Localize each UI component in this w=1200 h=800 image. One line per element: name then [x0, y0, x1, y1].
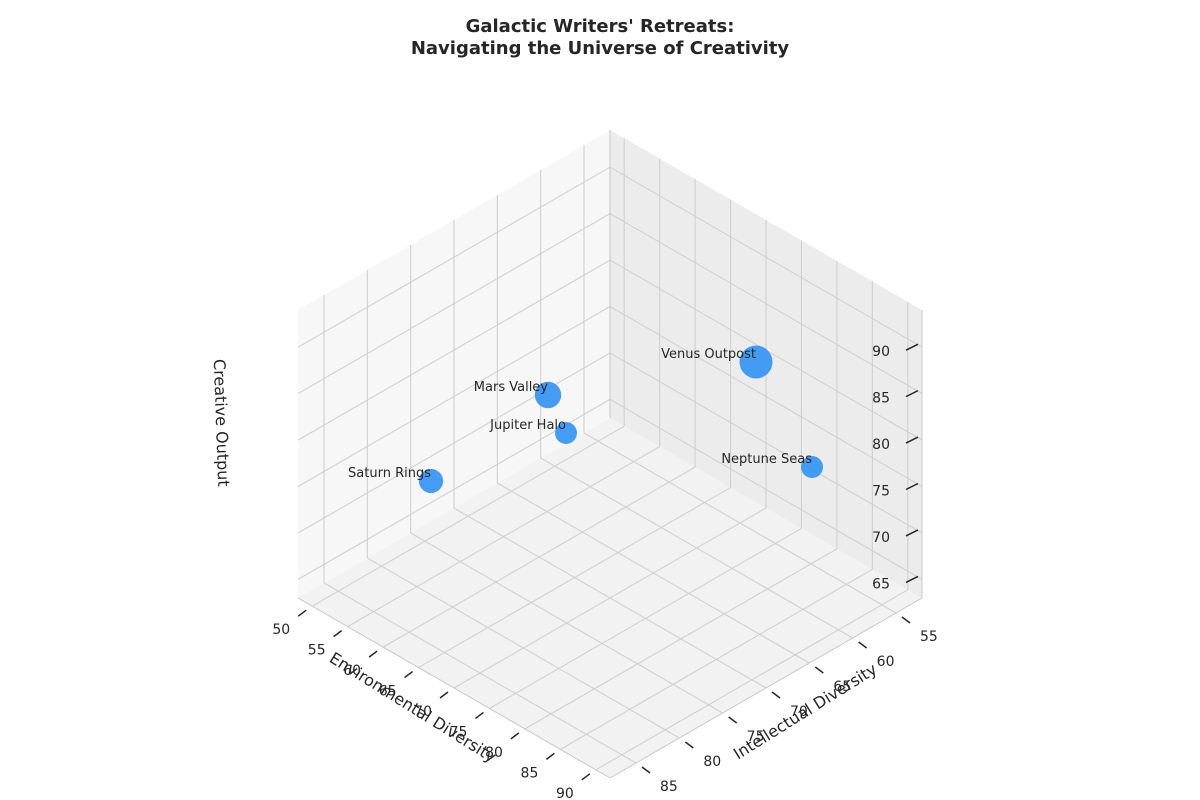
chart-title-line-2: Navigating the Universe of Creativity: [410, 38, 790, 59]
data-point-label: Jupiter Halo: [489, 418, 566, 433]
x-tick-mark: [684, 741, 694, 749]
z-tick-mark: [905, 389, 919, 398]
data-point-label: Saturn Rings: [348, 466, 431, 481]
y-tick-mark: [404, 670, 413, 679]
z-tick-label: 90: [872, 344, 890, 360]
y-tick-mark: [297, 609, 307, 617]
grid-line-y: [489, 527, 802, 709]
x-tick-label: 60: [877, 654, 895, 670]
y-tick-mark: [510, 732, 520, 740]
y-tick-label: 70: [414, 704, 432, 720]
y-tick-mark: [545, 752, 555, 760]
x-tick-mark: [814, 666, 824, 674]
z-tick-mark: [905, 482, 919, 491]
x-tick-label: 55: [920, 629, 938, 645]
z-tick-mark: [905, 436, 919, 444]
grid-line-y: [524, 548, 838, 730]
data-point: [801, 456, 823, 478]
z-tick-mark: [905, 575, 919, 584]
data-point-label: Mars Valley: [474, 380, 549, 395]
x-tick-mark: [771, 691, 781, 699]
chart-title-line-1: Galactic Writers' Retreats:: [465, 16, 735, 37]
z-tick-label: 70: [872, 530, 890, 546]
x-tick-label: 65: [833, 679, 851, 695]
y-tick-mark: [333, 630, 343, 638]
data-point-label: Venus Outpost: [661, 347, 756, 362]
z-axis-title: Creative Output: [210, 359, 233, 487]
data-point-label: Neptune Seas: [721, 452, 812, 467]
y-tick-label: 55: [308, 643, 326, 659]
x-tick-label: 75: [747, 729, 765, 745]
y-tick-label: 75: [450, 724, 468, 740]
y-tick-mark: [368, 650, 378, 658]
y-tick-label: 50: [272, 622, 290, 638]
y-tick-mark: [439, 691, 449, 699]
grid-line-y: [560, 568, 873, 750]
data-point: [534, 381, 562, 409]
x-tick-mark: [858, 641, 868, 649]
y-tick-label: 65: [379, 684, 397, 700]
x-tick-label: 70: [790, 704, 808, 720]
data-point: [739, 345, 773, 379]
x-axis-line: [297, 597, 611, 779]
x-tick-mark: [901, 616, 911, 624]
grid-line-y: [347, 446, 660, 628]
z-tick-label: 80: [872, 437, 890, 453]
x-tick-mark: [641, 766, 651, 774]
y-tick-label: 90: [556, 786, 574, 800]
grid-line-y: [382, 466, 696, 648]
data-point: [418, 468, 444, 494]
z-tick-mark: [905, 529, 919, 537]
y-axis-line: [609, 597, 923, 779]
z-tick-label: 75: [872, 484, 890, 500]
grid-line-y: [453, 507, 767, 689]
y-tick-label: 85: [521, 765, 539, 781]
x-tick-label: 80: [703, 754, 721, 770]
z-tick-mark: [905, 343, 919, 351]
z-tick-label: 65: [872, 576, 890, 592]
grid-line-y: [311, 425, 625, 607]
y-tick-label: 80: [485, 745, 503, 761]
data-point: [555, 422, 577, 444]
y-tick-mark: [475, 711, 484, 720]
x-tick-label: 85: [660, 779, 678, 795]
grid-line-y: [595, 589, 909, 771]
x-tick-mark: [728, 716, 738, 724]
z-tick-label: 85: [872, 391, 890, 407]
y-tick-mark: [581, 773, 591, 781]
y-tick-label: 60: [343, 663, 361, 679]
grid-line-y: [418, 487, 731, 669]
